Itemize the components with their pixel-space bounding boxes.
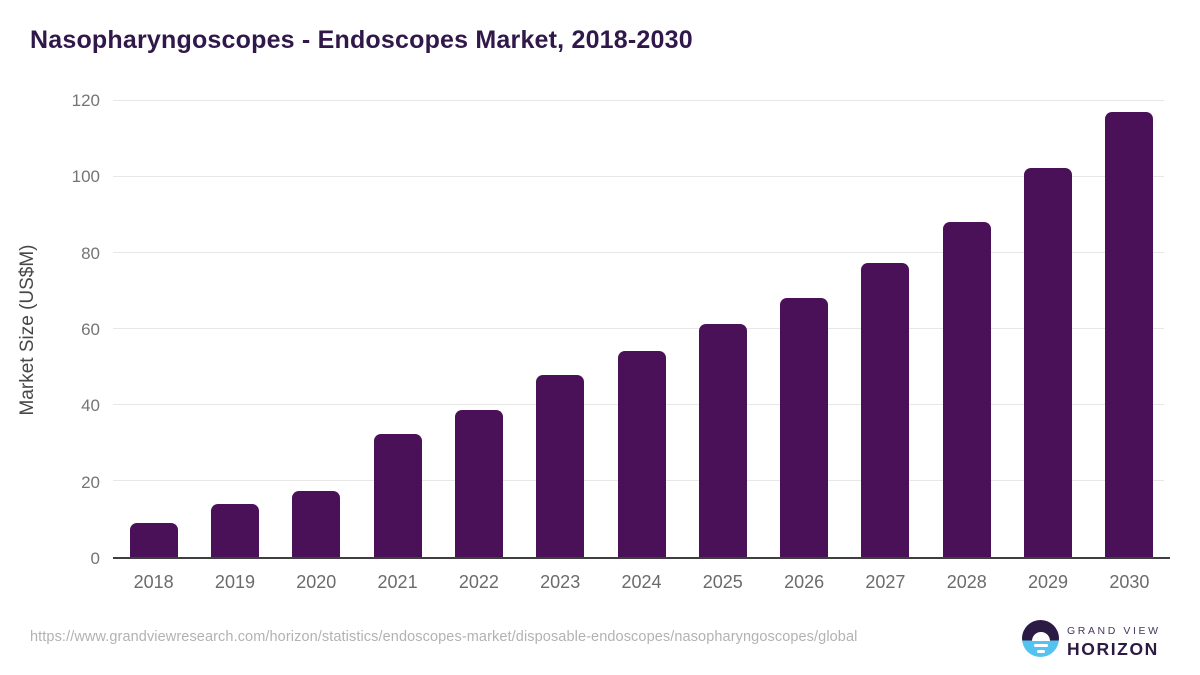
- y-tick-label-20: 20: [81, 472, 100, 492]
- x-axis-label-2029: 2029: [1028, 572, 1069, 592]
- bar-2019: [210, 503, 259, 557]
- source-url: https://www.grandviewresearch.com/horizo…: [30, 629, 858, 645]
- gridline-100: [113, 176, 1164, 177]
- chart-title: Nasopharyngoscopes - Endoscopes Market, …: [30, 26, 693, 54]
- gridline-120: [113, 100, 1164, 101]
- x-axis-label-2020: 2020: [296, 572, 337, 592]
- reflection-bar-1: [1033, 644, 1048, 648]
- x-axis-label-2027: 2027: [865, 572, 906, 592]
- x-axis-label-2022: 2022: [458, 572, 499, 592]
- x-axis-label-2021: 2021: [377, 572, 418, 592]
- bar-2029: [1024, 167, 1073, 557]
- x-axis-label-2023: 2023: [540, 572, 581, 592]
- x-axis-label-2026: 2026: [784, 572, 825, 592]
- y-tick-label-60: 60: [81, 320, 100, 339]
- x-axis-label-2030: 2030: [1109, 572, 1150, 592]
- bar-2023: [536, 374, 585, 557]
- x-axis-labels: 2018 2019 2020 2021 2022 2023 2024 2025 2026 2027…: [113, 572, 1170, 602]
- bar-2022: [454, 409, 503, 557]
- y-tick-label-0: 0: [90, 549, 100, 568]
- reflection-bar-2: [1036, 649, 1045, 653]
- bar-2024: [617, 351, 666, 557]
- x-axis-label-2028: 2028: [946, 572, 987, 592]
- sun-dome-shape: [1031, 631, 1050, 641]
- y-tick-label-100: 100: [71, 167, 100, 187]
- logo-text-line1: GRAND VIEW: [1067, 625, 1161, 637]
- x-axis-label-2019: 2019: [214, 572, 255, 592]
- plot-area: [113, 100, 1170, 559]
- bar-2030: [1105, 111, 1154, 557]
- logo-text-line2: HORIZON: [1067, 639, 1159, 659]
- x-axis-label-2025: 2025: [702, 572, 743, 592]
- grandview-horizon-logo: GRAND VIEW HORIZON: [1022, 620, 1172, 660]
- gridline-80: [113, 252, 1164, 254]
- bar-2028: [942, 221, 991, 557]
- y-tick-label-80: 80: [81, 243, 100, 263]
- y-tick-label-40: 40: [81, 396, 100, 416]
- bar-2020: [292, 490, 341, 557]
- y-tick-label-120: 120: [71, 91, 100, 110]
- bar-2025: [698, 324, 747, 557]
- y-axis-ticks: 0 20 40 60 80 100 120: [0, 91, 100, 568]
- logo-text: GRAND VIEW HORIZON: [1067, 625, 1161, 660]
- x-axis-label-2018: 2018: [133, 572, 174, 592]
- gridline-60: [113, 328, 1164, 329]
- bar-2018: [129, 522, 178, 557]
- x-axis-label-2024: 2024: [621, 572, 662, 592]
- bar-2027: [861, 262, 910, 557]
- bar-2021: [373, 433, 422, 557]
- horizon-sunrise-icon: [1022, 620, 1059, 657]
- bar-2026: [780, 297, 829, 557]
